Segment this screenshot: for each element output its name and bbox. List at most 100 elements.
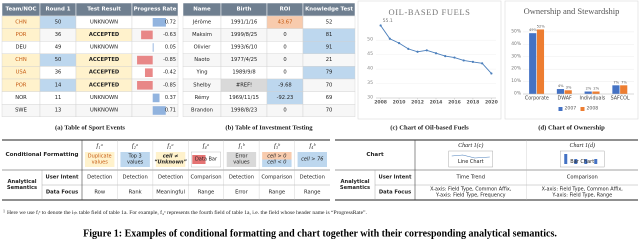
field-symbol: f₃ᵇ <box>274 143 281 150</box>
user-intent: Time Trend <box>455 175 485 181</box>
cell-text: Naoto <box>194 57 209 63</box>
x-tick-label: SAFCOL <box>611 96 630 102</box>
chart-c-frame <box>357 0 502 120</box>
cell-text: UNKNOWN <box>90 19 118 25</box>
user-intent: Detection <box>300 175 325 181</box>
data-focus: Y-axis: Field Type, Frequency <box>435 193 506 199</box>
chart-icon-bar <box>564 154 568 164</box>
header-text: Team/NOC <box>6 7 37 13</box>
field-symbol: f₂ᵃ <box>132 143 139 150</box>
sample-box <box>155 152 186 167</box>
sample-box <box>85 152 115 167</box>
header-text: Name <box>193 7 211 13</box>
cell-text: -9.68 <box>278 82 291 88</box>
sample-text: values <box>92 160 109 166</box>
chart-title: OIL-BASED FUELS <box>389 7 471 17</box>
chart-icon-bar <box>584 159 588 164</box>
bar <box>556 89 565 94</box>
data-focus: Row <box>94 190 106 196</box>
y-tick-label: 0% <box>514 91 521 97</box>
cell-text: 79 <box>326 70 333 76</box>
cell-text: 70 <box>326 108 333 114</box>
cell-text: 0 <box>283 45 286 51</box>
data-bar <box>152 43 154 52</box>
cell-text: 1977/4/25 <box>231 57 258 63</box>
panel-caption: (c) Chart of Oil-based Fuels <box>390 125 469 132</box>
cell-text: 49 <box>55 45 62 51</box>
panel-caption: (b) Table of Investment Testing <box>225 125 313 132</box>
chart-title: Ownership and Stewardship <box>524 6 620 16</box>
cell-text: 0 <box>283 32 286 38</box>
point <box>481 62 484 65</box>
cell-text: 0.71 <box>165 108 176 114</box>
chart-icon-bar <box>574 159 578 164</box>
point <box>425 49 428 52</box>
sample-text: “Unknown” <box>154 160 187 166</box>
group-label: Analytical Semantics <box>7 179 37 191</box>
cell-text: 0 <box>283 70 286 76</box>
cell-text: DEU <box>15 45 26 51</box>
cell-text: 0.37 <box>165 95 176 101</box>
data-focus: Error <box>235 190 249 196</box>
cell-text: 36 <box>55 32 62 38</box>
user-intent: Comparison <box>190 175 221 181</box>
header-text: ROI <box>280 7 291 13</box>
point <box>444 55 447 58</box>
point <box>397 42 401 45</box>
cell-text: POR <box>16 32 27 38</box>
data-bar <box>152 106 166 115</box>
cell-text: 91 <box>326 45 333 51</box>
cell-text: 0 <box>283 108 286 114</box>
sample-text: cell < 0 <box>267 160 286 166</box>
y-tick-label: 40 <box>367 66 373 72</box>
y-tick-label: 40% <box>511 41 521 47</box>
bar <box>529 33 537 94</box>
point <box>434 52 438 55</box>
header-text: Birth <box>236 7 251 13</box>
x-tick-label: Individuals <box>579 96 605 102</box>
x-tick-label: 2014 <box>430 100 443 106</box>
sample-text: values <box>127 160 144 166</box>
row-label: User Intent <box>46 175 79 181</box>
footnote: Here we use fᵢᵃ to denote the iₜₕ table … <box>7 209 368 216</box>
point <box>388 37 391 40</box>
bar <box>612 85 620 94</box>
cell-text: 1993/6/10 <box>231 45 258 51</box>
figure-caption: Figure 1: Examples of conditional format… <box>83 229 557 240</box>
x-tick-label: DWAF <box>558 96 572 102</box>
x-tick-label: 2008 <box>374 100 387 106</box>
cell-text: UNKNOWN <box>90 95 118 101</box>
cell-text: 1991/1/16 <box>231 19 258 25</box>
bar <box>536 29 545 95</box>
cell-text: -92.23 <box>277 95 294 101</box>
field-symbol: f₁ᵇ <box>239 143 246 150</box>
data-bar <box>152 18 166 27</box>
legend-swatch <box>558 107 563 111</box>
cell-text: -0.85 <box>163 82 176 88</box>
field-symbol: f₃ᵃ <box>167 143 174 150</box>
sample-text: cell > 0 <box>267 154 286 160</box>
data-label: 49% <box>529 28 538 32</box>
cell-text: 43.67 <box>278 19 293 25</box>
x-tick-label: 2018 <box>467 100 480 106</box>
sample-text: cell ≠ <box>163 154 179 160</box>
cell-text: 1998/8/23 <box>231 108 258 114</box>
x-tick-label: 2016 <box>448 100 461 106</box>
bar <box>592 91 600 94</box>
x-tick-label: Corporate <box>525 96 549 102</box>
cell-text: USA <box>16 70 27 76</box>
cell-text: 50 <box>55 57 62 63</box>
point <box>416 50 419 53</box>
point <box>379 24 382 27</box>
bar <box>620 85 628 94</box>
data-label: 2% <box>586 87 592 91</box>
cell-text: 0.05 <box>165 45 176 51</box>
user-intent: Detection <box>123 175 148 181</box>
header-text: Knowledge Test <box>305 7 353 13</box>
cell-text: 1989/9/8 <box>232 70 255 76</box>
sample-text: values <box>233 160 250 166</box>
chart-ref: Chart 1(c) <box>458 142 483 149</box>
point <box>462 59 465 62</box>
cell-text: 69 <box>326 95 333 101</box>
